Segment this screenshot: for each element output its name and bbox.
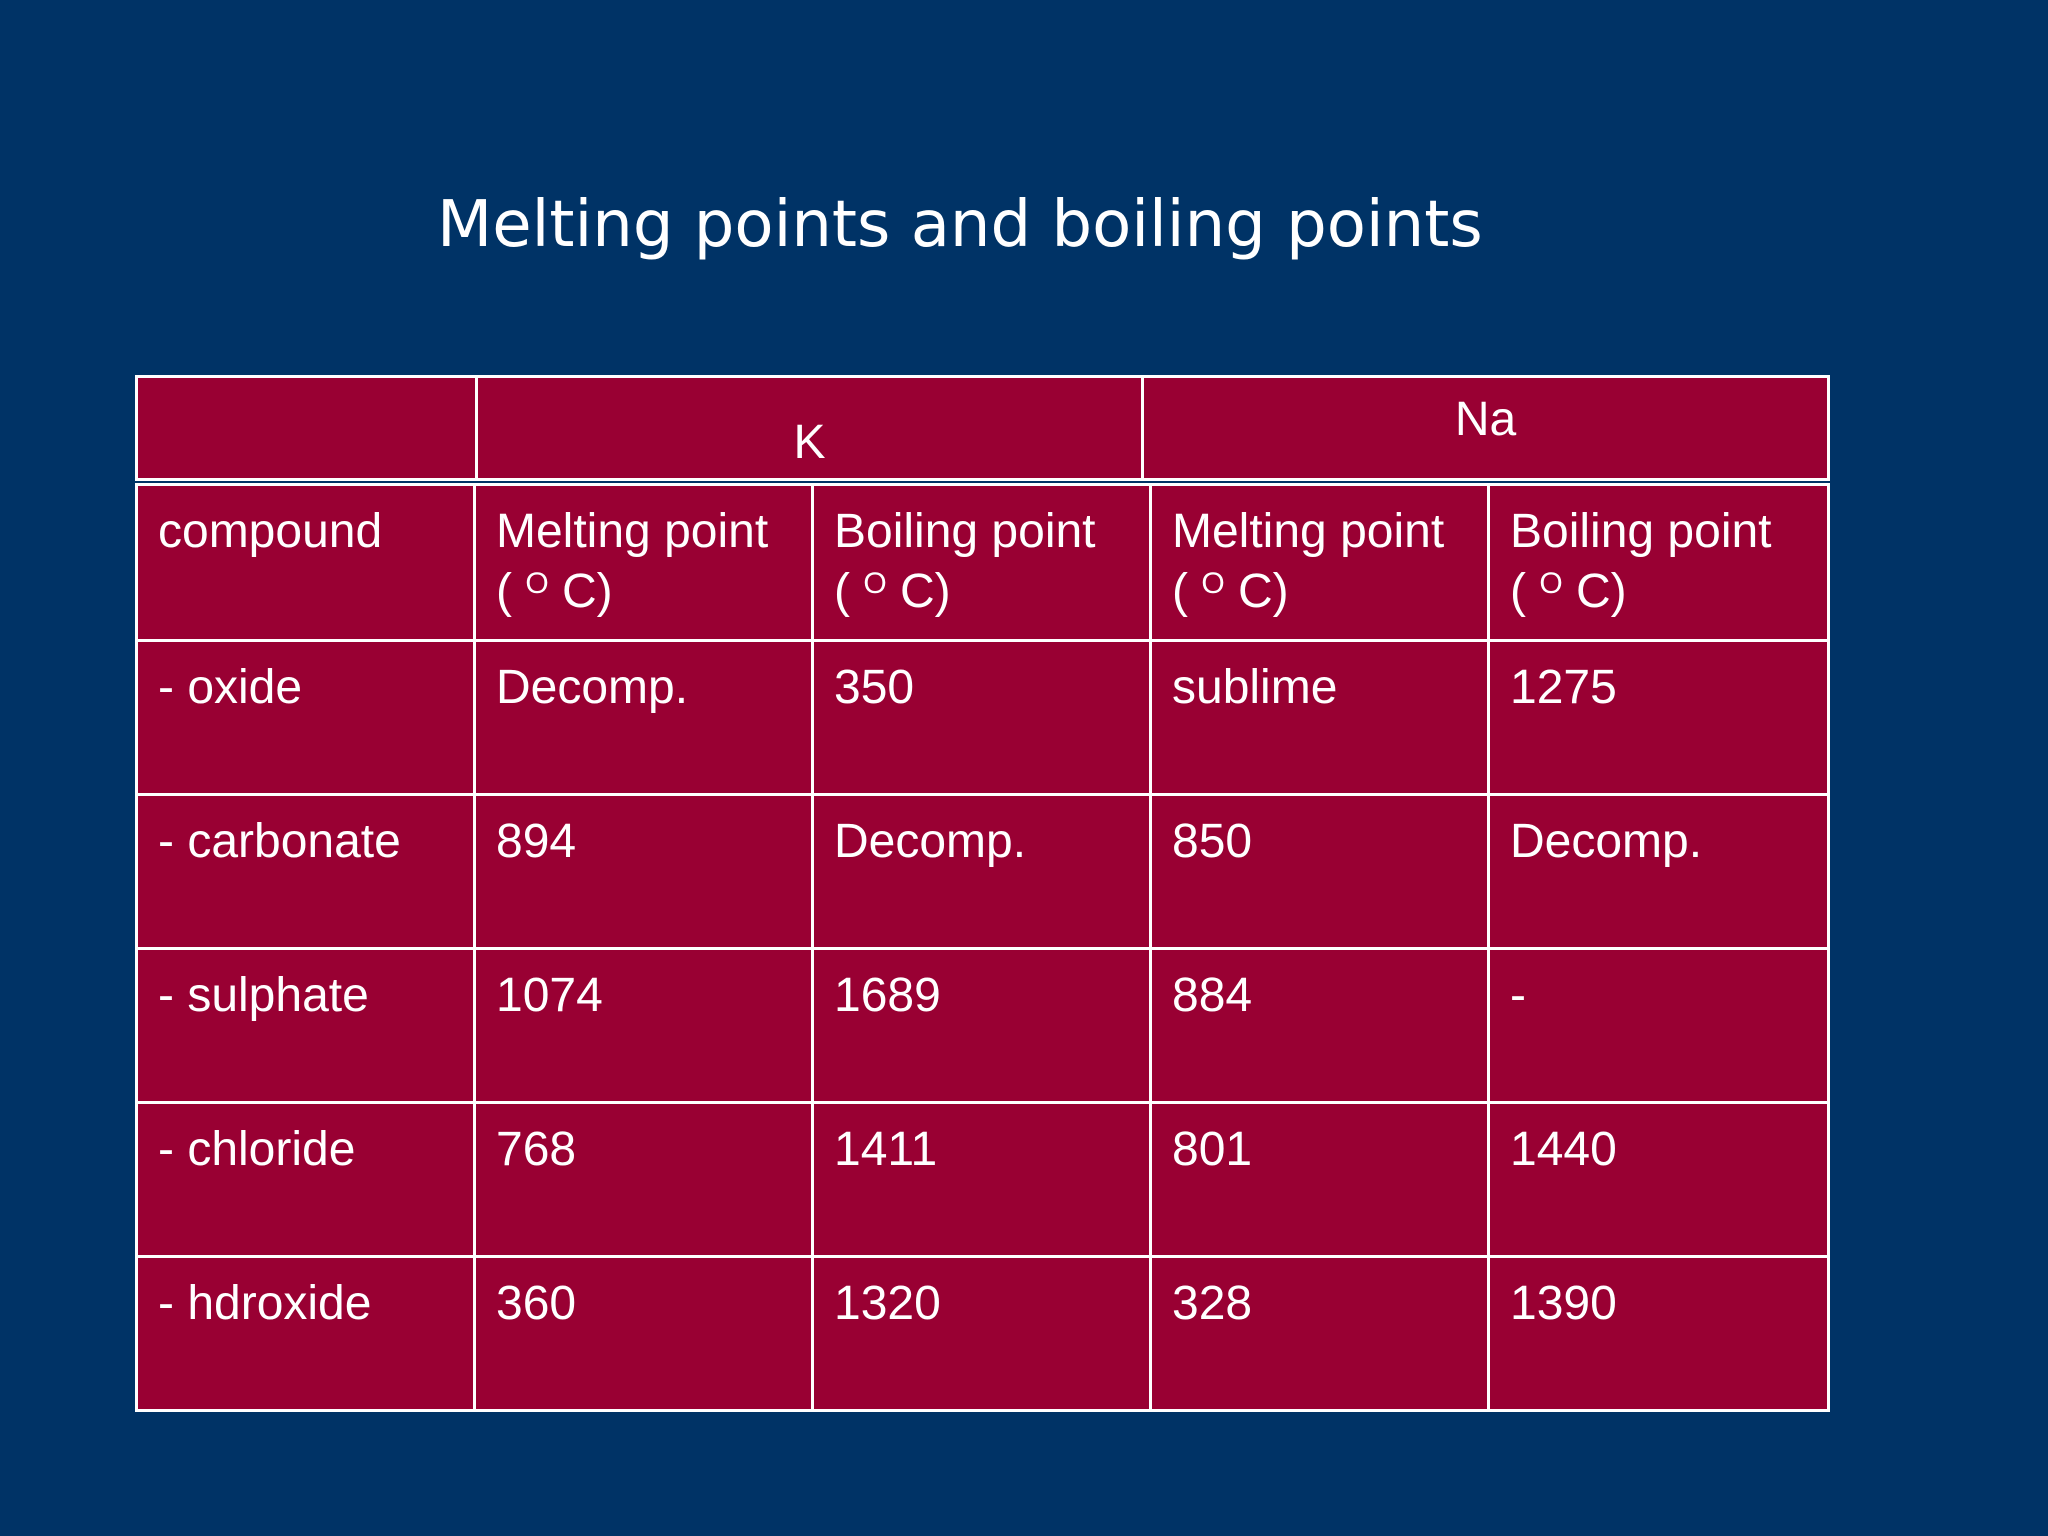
cell-k-boiling-point: 350: [811, 639, 1152, 796]
unit-open: (: [1510, 565, 1526, 618]
table-row: - carbonate 894 Decomp. 850 Decomp.: [135, 793, 1830, 950]
group-header-na: Na: [1141, 375, 1830, 481]
table-row: - sulphate 1074 1689 884 -: [135, 947, 1830, 1104]
unit-degree: O: [1539, 567, 1563, 600]
unit-degree: O: [863, 567, 887, 600]
cell-na-boiling-point: -: [1487, 947, 1830, 1104]
cell-na-melting-point: 801: [1149, 1101, 1490, 1258]
cell-k-boiling-point: 1320: [811, 1255, 1152, 1412]
cell-na-melting-point: sublime: [1149, 639, 1490, 796]
table-row: - chloride 768 1411 801 1440: [135, 1101, 1830, 1258]
cell-k-melting-point: 360: [473, 1255, 814, 1412]
cell-k-melting-point: 894: [473, 793, 814, 950]
header-na-boiling-point: Boiling point ( O C): [1487, 483, 1830, 642]
group-header-k: K: [475, 375, 1144, 481]
table-row: - oxide Decomp. 350 sublime 1275: [135, 639, 1830, 796]
header-label: Melting point: [496, 505, 769, 558]
header-label: Melting point: [1172, 505, 1445, 558]
unit-open: (: [834, 565, 850, 618]
group-header-table: K Na: [135, 375, 1830, 481]
group-header-row: K Na: [135, 375, 1830, 481]
cell-na-boiling-point: 1440: [1487, 1101, 1830, 1258]
cell-compound: - chloride: [135, 1101, 476, 1258]
header-k-boiling-point: Boiling point ( O C): [811, 483, 1152, 642]
cell-compound: - sulphate: [135, 947, 476, 1104]
cell-na-melting-point: 884: [1149, 947, 1490, 1104]
unit-degree: O: [1201, 567, 1225, 600]
unit-degree: O: [525, 567, 549, 600]
cell-k-melting-point: 768: [473, 1101, 814, 1258]
unit-close: C): [1238, 565, 1289, 618]
cell-na-boiling-point: 1275: [1487, 639, 1830, 796]
unit-open: (: [1172, 565, 1188, 618]
cell-k-melting-point: Decomp.: [473, 639, 814, 796]
cell-na-boiling-point: Decomp.: [1487, 793, 1830, 950]
header-label: Boiling point: [834, 505, 1096, 558]
cell-k-boiling-point: Decomp.: [811, 793, 1152, 950]
header-na-melting-point: Melting point ( O C): [1149, 483, 1490, 642]
cell-k-boiling-point: 1411: [811, 1101, 1152, 1258]
cell-compound: - oxide: [135, 639, 476, 796]
table-header-row: compound Melting point ( O C) Boiling poi…: [135, 483, 1830, 642]
cell-compound: - carbonate: [135, 793, 476, 950]
unit-open: (: [496, 565, 512, 618]
unit-close: C): [1576, 565, 1627, 618]
unit-close: C): [900, 565, 951, 618]
header-compound: compound: [135, 483, 476, 642]
table-row: - hdroxide 360 1320 328 1390: [135, 1255, 1830, 1412]
cell-na-melting-point: 850: [1149, 793, 1490, 950]
group-header-blank: [135, 375, 478, 481]
cell-compound: - hdroxide: [135, 1255, 476, 1412]
data-table: compound Melting point ( O C) Boiling poi…: [135, 483, 1830, 1412]
cell-na-boiling-point: 1390: [1487, 1255, 1830, 1412]
header-label: Boiling point: [1510, 505, 1772, 558]
slide-title: Melting points and boiling points: [437, 188, 1483, 262]
cell-k-boiling-point: 1689: [811, 947, 1152, 1104]
cell-k-melting-point: 1074: [473, 947, 814, 1104]
cell-na-melting-point: 328: [1149, 1255, 1490, 1412]
header-k-melting-point: Melting point ( O C): [473, 483, 814, 642]
unit-close: C): [562, 565, 613, 618]
